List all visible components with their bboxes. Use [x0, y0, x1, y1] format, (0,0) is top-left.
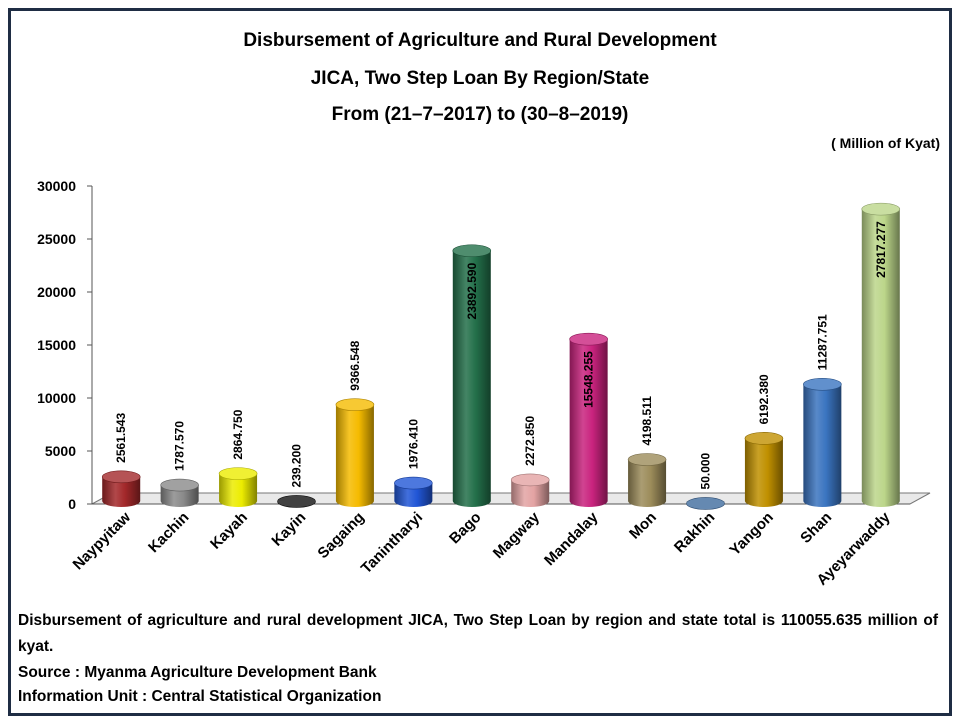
bar-kayah: [219, 473, 258, 507]
bar-top-yangon: [744, 432, 784, 445]
category-label-tanintharyi: Tanintharyi: [358, 509, 426, 577]
bar-shan: [803, 384, 842, 507]
information-unit-line: Information Unit : Central Statistical O…: [18, 688, 382, 705]
value-label-tanintharyi: 1976.410: [406, 419, 420, 469]
bar-tanintharyi: [394, 483, 433, 507]
chart-title-line-3: From (21–7–2017) to (30–8–2019): [331, 104, 629, 125]
value-label-bago: 23892.590: [465, 262, 479, 319]
category-label-naypyitaw: Naypyitaw: [70, 509, 135, 574]
bar-top-kachin: [160, 478, 199, 492]
y-tick-label: 0: [68, 496, 76, 512]
bar-top-magway: [510, 473, 550, 487]
bar-top-rakhin: [686, 497, 725, 510]
bar-top-bago: [452, 244, 492, 258]
value-label-mandalay: 15548.255: [582, 351, 596, 408]
value-label-magway: 2272.850: [523, 416, 537, 466]
unit-label: ( Million of Kyat): [831, 135, 940, 151]
value-label-rakhin: 50.000: [699, 452, 713, 489]
bar-sagaing: [335, 404, 374, 507]
y-tick-label: 25000: [37, 231, 76, 247]
category-label-kayah: Kayah: [207, 509, 251, 553]
source-line: Source : Myanma Agriculture Development …: [18, 664, 377, 681]
category-label-rakhin: Rakhin: [671, 509, 718, 556]
bar-top-ayeyarwaddy: [861, 202, 901, 216]
total-note: Disbursement of agriculture and rural de…: [18, 612, 938, 655]
bar-top-kayah: [218, 467, 258, 480]
bar-bago: [452, 250, 491, 508]
bar-ayeyarwaddy: [861, 209, 900, 507]
bar-naypyitaw: [102, 476, 141, 507]
category-label-mandalay: Mandalay: [541, 508, 602, 569]
category-label-sagaing: Sagaing: [314, 509, 367, 562]
category-label-magway: Magway: [490, 508, 544, 562]
bar-top-naypyitaw: [101, 470, 141, 484]
bar-chart: 0 5000 10000 15000 20000 25000 30000 2561.543 Na…: [37, 178, 931, 589]
bar-mandalay: [569, 339, 608, 507]
value-label-sagaing: 9366.548: [348, 340, 362, 390]
bar-top-shan: [803, 378, 842, 391]
value-label-ayeyarwaddy: 27817.277: [874, 221, 888, 278]
bar-magway: [511, 479, 550, 507]
bar-mon: [628, 459, 667, 507]
value-label-shan: 11287.751: [815, 314, 829, 370]
category-label-kachin: Kachin: [145, 509, 192, 556]
bar-top-sagaing: [335, 398, 375, 412]
category-label-bago: Bago: [446, 509, 485, 548]
value-label-mon: 4198.511: [640, 396, 654, 446]
y-tick-label: 30000: [37, 178, 76, 194]
category-label-shan: Shan: [797, 509, 835, 547]
chart-title-line-2: JICA, Two Step Loan By Region/State: [310, 68, 650, 89]
value-label-naypyitaw: 2561.543: [114, 412, 128, 462]
bar-top-mon: [627, 453, 667, 466]
value-label-kachin: 1787.570: [173, 421, 187, 471]
y-tick-label: 15000: [37, 337, 76, 353]
y-tick-label: 10000: [37, 390, 76, 406]
chart-title-line-1: Disbursement of Agriculture and Rural De…: [243, 30, 717, 51]
y-tick-label: 5000: [45, 443, 76, 459]
bar-yangon: [744, 438, 783, 507]
category-label-kayin: Kayin: [268, 509, 309, 550]
category-label-mon: Mon: [626, 509, 660, 543]
y-tick-label: 20000: [37, 284, 76, 300]
bar-top-kayin: [277, 495, 316, 508]
value-label-kayin: 239.200: [290, 444, 304, 488]
category-label-yangon: Yangon: [726, 509, 776, 559]
value-label-yangon: 6192.380: [757, 374, 771, 424]
bar-top-mandalay: [569, 332, 608, 346]
bar-top-tanintharyi: [394, 476, 433, 490]
value-label-kayah: 2864.750: [231, 409, 245, 459]
